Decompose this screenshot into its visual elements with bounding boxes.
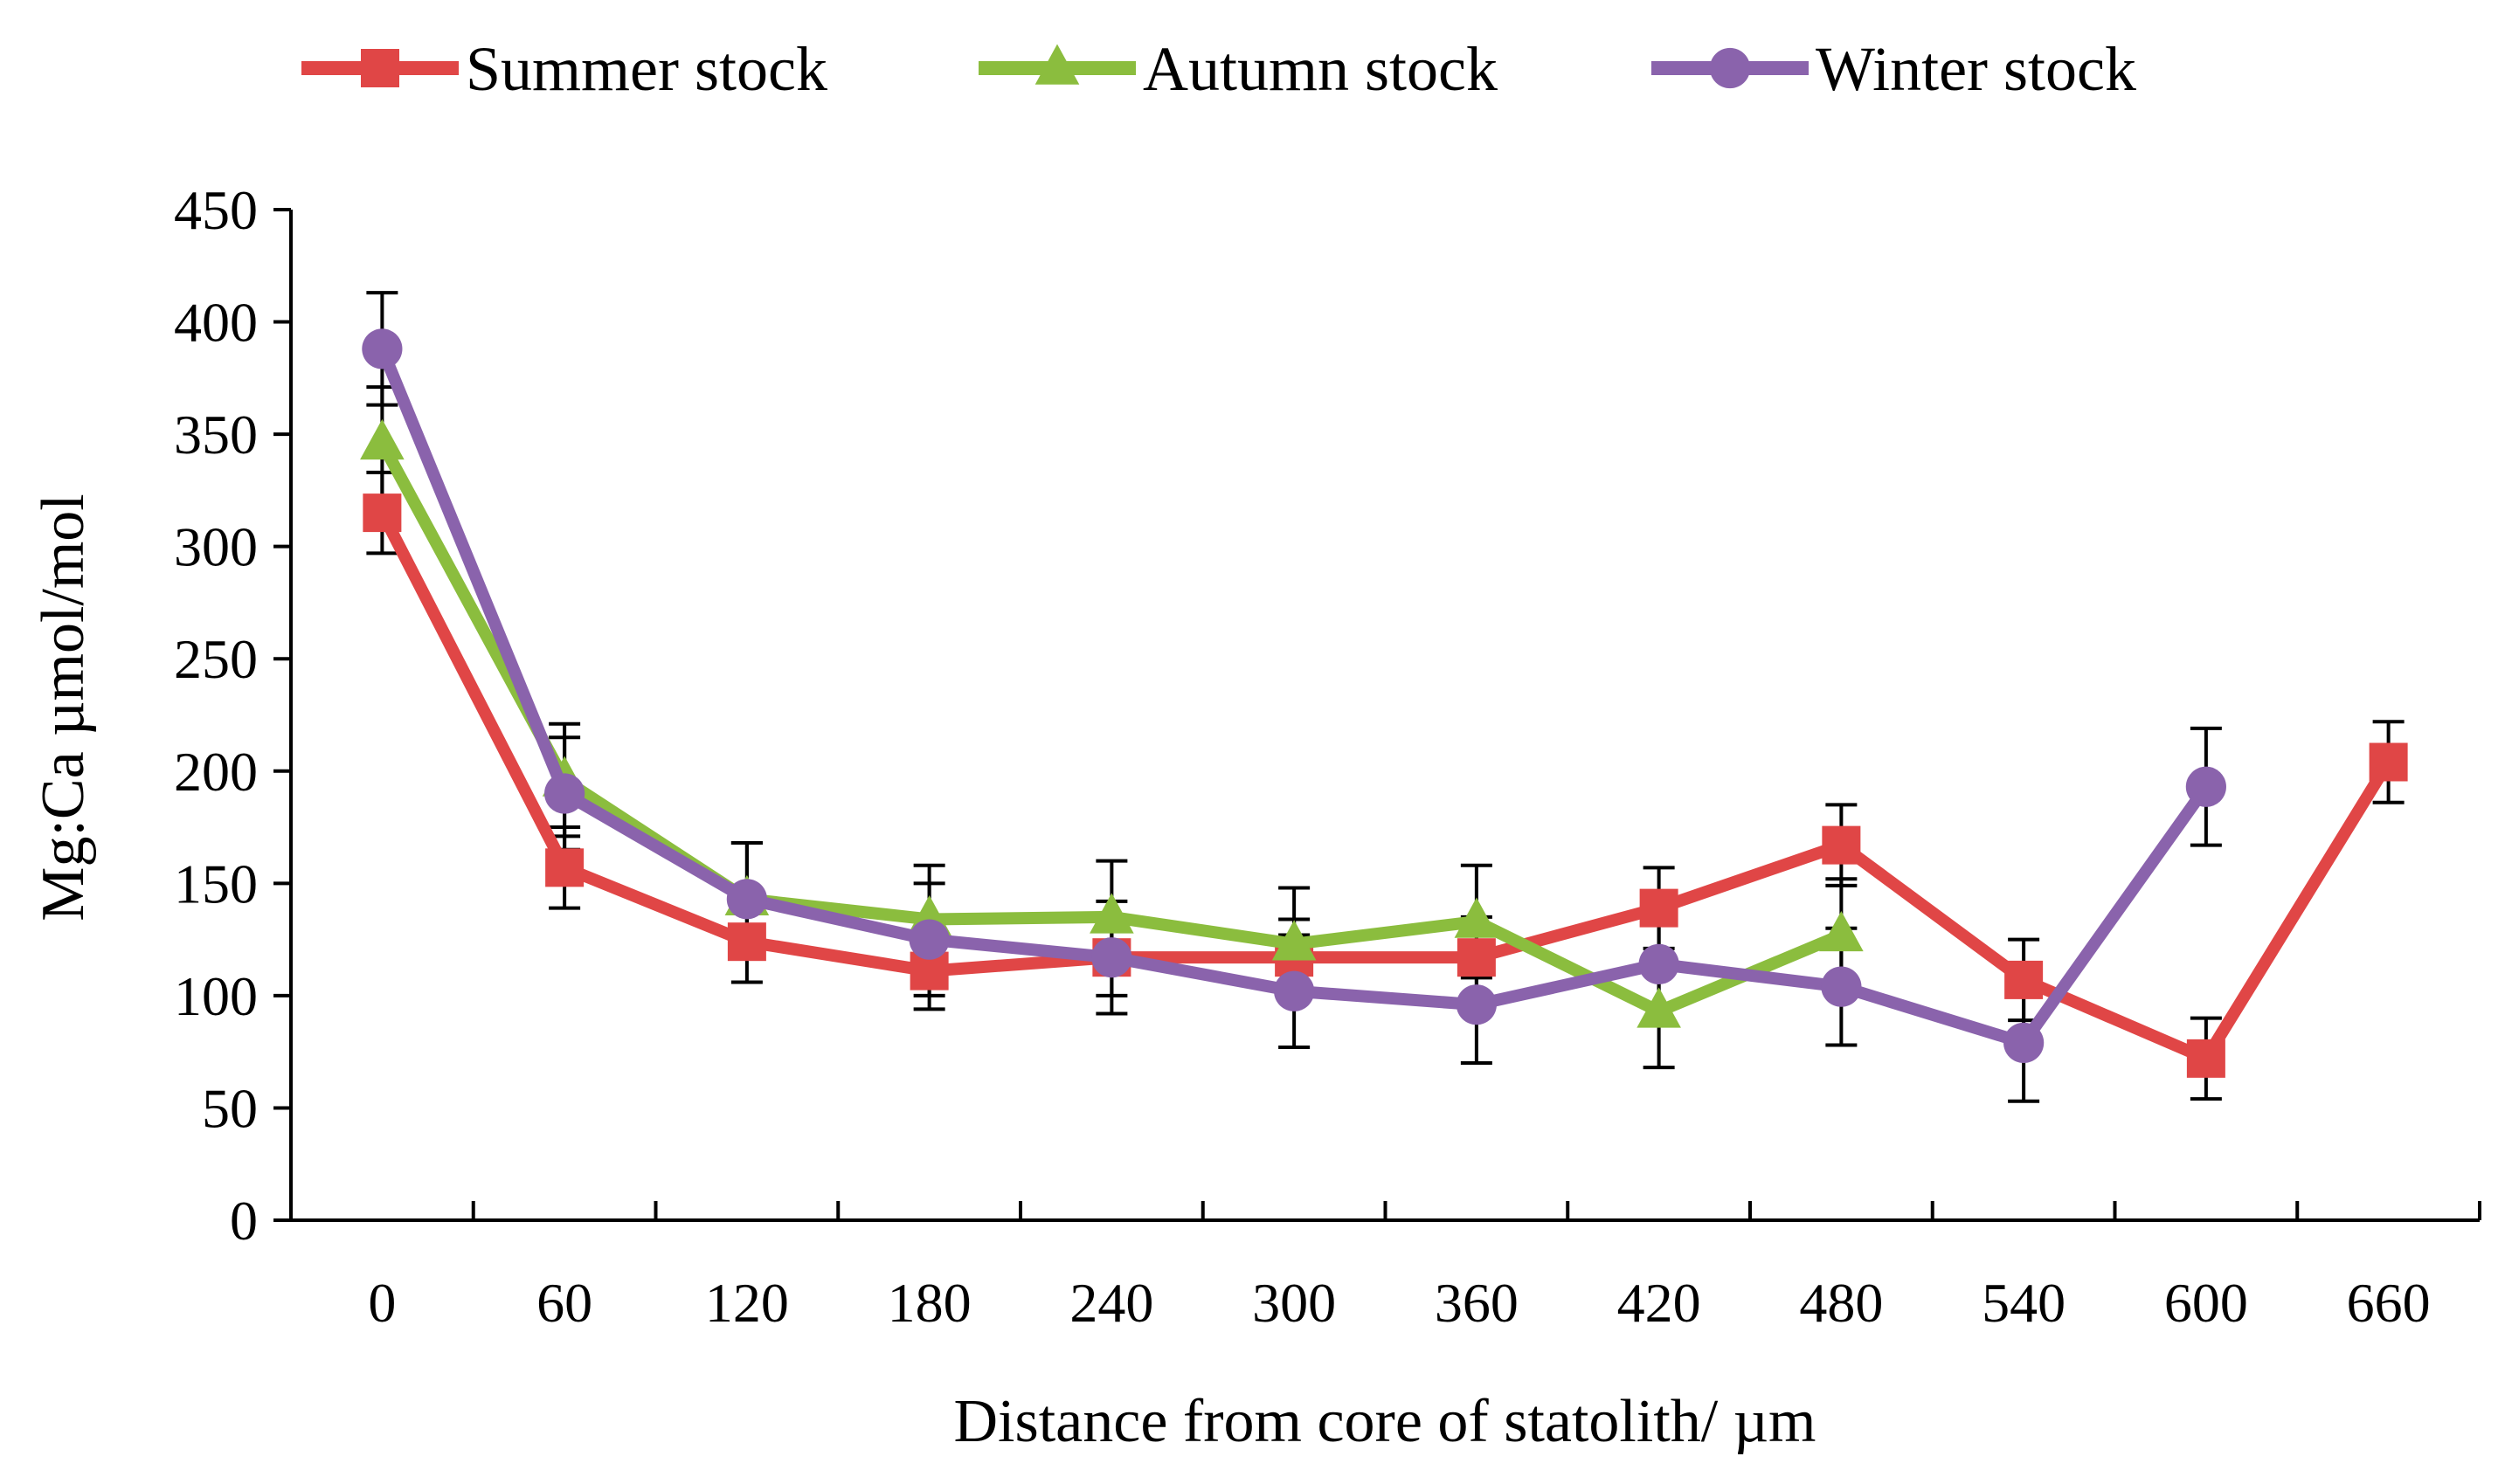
x-tick-label: 420 [1617,1272,1701,1334]
data-point-summer-stock [2369,742,2408,782]
y-tick-label: 400 [174,292,258,354]
data-point-summer-stock [1822,825,1861,865]
y-tick-label: 150 [174,852,258,915]
y-tick-label: 350 [174,404,258,466]
y-tick-label: 100 [174,965,258,1027]
plot-area [360,291,2408,1103]
x-tick-label: 300 [1252,1272,1336,1334]
data-point-autumn-stock [1454,897,1499,938]
legend: Summer stock Autumn stock Winter stock [301,34,2136,104]
x-tick-label: 240 [1069,1272,1153,1334]
error-bars-summer-stock [366,470,2405,1101]
series-line-summer-stock [376,507,2395,1065]
data-point-winter-stock [909,919,950,960]
data-point-winter-stock [726,879,767,920]
legend-swatch-marker [1709,47,1751,89]
data-point-autumn-stock [1271,920,1317,961]
data-point-summer-stock [727,922,766,962]
legend-swatch-marker [1034,44,1080,85]
y-tick-label: 200 [174,741,258,803]
series-winter-stock [362,328,2226,1063]
legend-label: Autumn stock [1143,34,1498,104]
x-tick-label: 600 [2164,1272,2248,1334]
data-point-summer-stock [2186,1039,2225,1078]
data-point-summer-stock [1639,888,1678,928]
x-tick-label: 0 [368,1272,396,1334]
x-tick-label: 180 [888,1272,972,1334]
x-tick-label: 60 [536,1272,592,1334]
x-tick-label: 360 [1435,1272,1519,1334]
x-tick-label: 480 [1799,1272,1883,1334]
data-point-summer-stock [363,494,402,533]
data-point-autumn-stock [1819,910,1864,952]
data-point-winter-stock [1274,970,1315,1011]
x-axis: 0 60 120 180 240 300 360 420 480 540 600 660 [291,1201,2481,1334]
x-axis-title: Distance from core of statolith/ µm [953,1388,1816,1455]
legend-label: Summer stock [466,34,827,104]
y-tick-label: 450 [174,179,258,241]
y-tick-label: 250 [174,628,258,690]
data-point-summer-stock [2004,960,2044,999]
data-point-autumn-stock [360,418,405,460]
data-point-winter-stock [2003,1022,2045,1063]
data-point-winter-stock [1091,937,1132,978]
y-tick-label: 50 [202,1077,258,1139]
data-point-winter-stock [1821,966,1862,1007]
x-tick-label: 660 [2347,1272,2431,1334]
y-tick-label: 300 [174,516,258,578]
y-tick-label: 0 [230,1190,258,1252]
data-point-autumn-stock [1637,987,1681,1028]
legend-item-summer-stock: Summer stock [301,34,827,104]
data-point-winter-stock [2185,766,2226,807]
x-tick-label: 120 [705,1272,789,1334]
data-point-winter-stock [362,328,403,369]
legend-item-winter-stock: Winter stock [1651,34,2136,104]
data-point-autumn-stock [1090,893,1134,934]
y-axis: 0 50 100 150 200 250 300 350 400 450 [174,179,293,1252]
data-point-winter-stock [544,773,585,814]
y-axis-title: Mg:Ca µmol/mol [30,494,97,921]
data-point-winter-stock [1456,984,1497,1025]
legend-label: Winter stock [1816,34,2136,104]
data-point-summer-stock [1457,938,1496,977]
data-point-summer-stock [545,848,585,887]
x-tick-label: 540 [1982,1272,2066,1334]
legend-item-autumn-stock: Autumn stock [979,34,1498,104]
legend-swatch-marker [361,49,399,87]
data-point-winter-stock [1638,943,1679,984]
series-summer-stock [363,494,2408,1078]
